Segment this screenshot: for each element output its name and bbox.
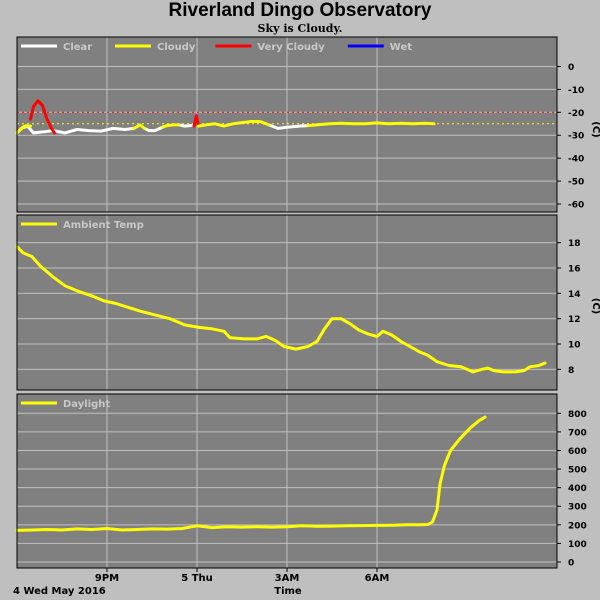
series-line-cloudy	[197, 120, 271, 128]
x-axis-title: Time	[274, 586, 302, 597]
series-line-very-cloudy	[192, 114, 200, 128]
y-tick-label: 18	[568, 239, 581, 249]
series-line-cloudy	[132, 123, 146, 130]
y-tick-label: 0	[568, 559, 574, 569]
y-tick-label: -40	[568, 155, 584, 165]
sky-temperature-panel: 0 -10 -20 -30 -40 -50 -60 (C) Clear Cloudy Very Cl…	[15, 36, 600, 213]
legend-label: Daylight	[63, 399, 110, 410]
y-tick-label: -20	[568, 109, 584, 119]
series-line-cloudy	[15, 124, 32, 135]
y-tick-label: 12	[568, 315, 581, 325]
legend-label: Very Cloudy	[257, 42, 325, 53]
y-tick-label: 200	[568, 521, 587, 531]
y-tick-label: 14	[568, 290, 581, 300]
y-tick-label: 8	[568, 366, 574, 376]
legend-label: Ambient Temp	[63, 220, 144, 231]
series-line-cloudy	[161, 123, 181, 129]
y-tick-label: 600	[568, 447, 587, 457]
y-tick-label: 10	[568, 341, 581, 351]
x-tick-label: 5 Thu	[181, 573, 213, 584]
y-tick-label: 0	[568, 63, 574, 73]
y-axis-label: (C)	[590, 298, 600, 314]
y-axis-label: (C)	[590, 121, 600, 137]
y-tick-label: -10	[568, 86, 584, 96]
series-line-very-cloudy	[29, 99, 56, 135]
y-tick-label: 100	[568, 540, 587, 550]
series-line-cloudy	[306, 121, 436, 128]
chart-subtitle: Sky is Cloudy.	[257, 22, 343, 35]
panel-border	[16, 214, 558, 391]
panel-border	[16, 36, 558, 213]
series-line-daylight	[15, 415, 487, 532]
series-line-ambient-temp	[15, 245, 547, 374]
daylight-panel: 0 100 200 300 400 500 600 700 800 Daylight	[15, 393, 587, 569]
legend-label: Clear	[63, 42, 92, 53]
x-tick-label: 3AM	[275, 573, 300, 584]
legend-label: Cloudy	[157, 42, 196, 53]
series-line-clear	[267, 123, 310, 130]
series-line-clear	[177, 123, 196, 128]
chart-title: Riverland Dingo Observatory	[168, 0, 432, 21]
y-tick-label: 16	[568, 265, 581, 275]
y-tick-label: 300	[568, 503, 587, 513]
y-tick-label: -50	[568, 178, 584, 188]
ambient-temperature-panel: 8 10 12 14 16 18 (C) Ambient Temp	[15, 214, 600, 391]
y-tick-label: 700	[568, 428, 587, 438]
series-line-clear	[143, 125, 164, 133]
date-label: 4 Wed May 2016	[13, 586, 106, 597]
x-tick-label: 6AM	[365, 573, 390, 584]
legend-label: Wet	[390, 42, 412, 53]
y-tick-label: 500	[568, 466, 587, 476]
y-tick-label: -60	[568, 201, 584, 211]
y-tick-label: 800	[568, 410, 587, 420]
x-tick-label: 9PM	[95, 573, 119, 584]
y-tick-label: 400	[568, 484, 587, 494]
y-tick-label: -30	[568, 132, 584, 142]
